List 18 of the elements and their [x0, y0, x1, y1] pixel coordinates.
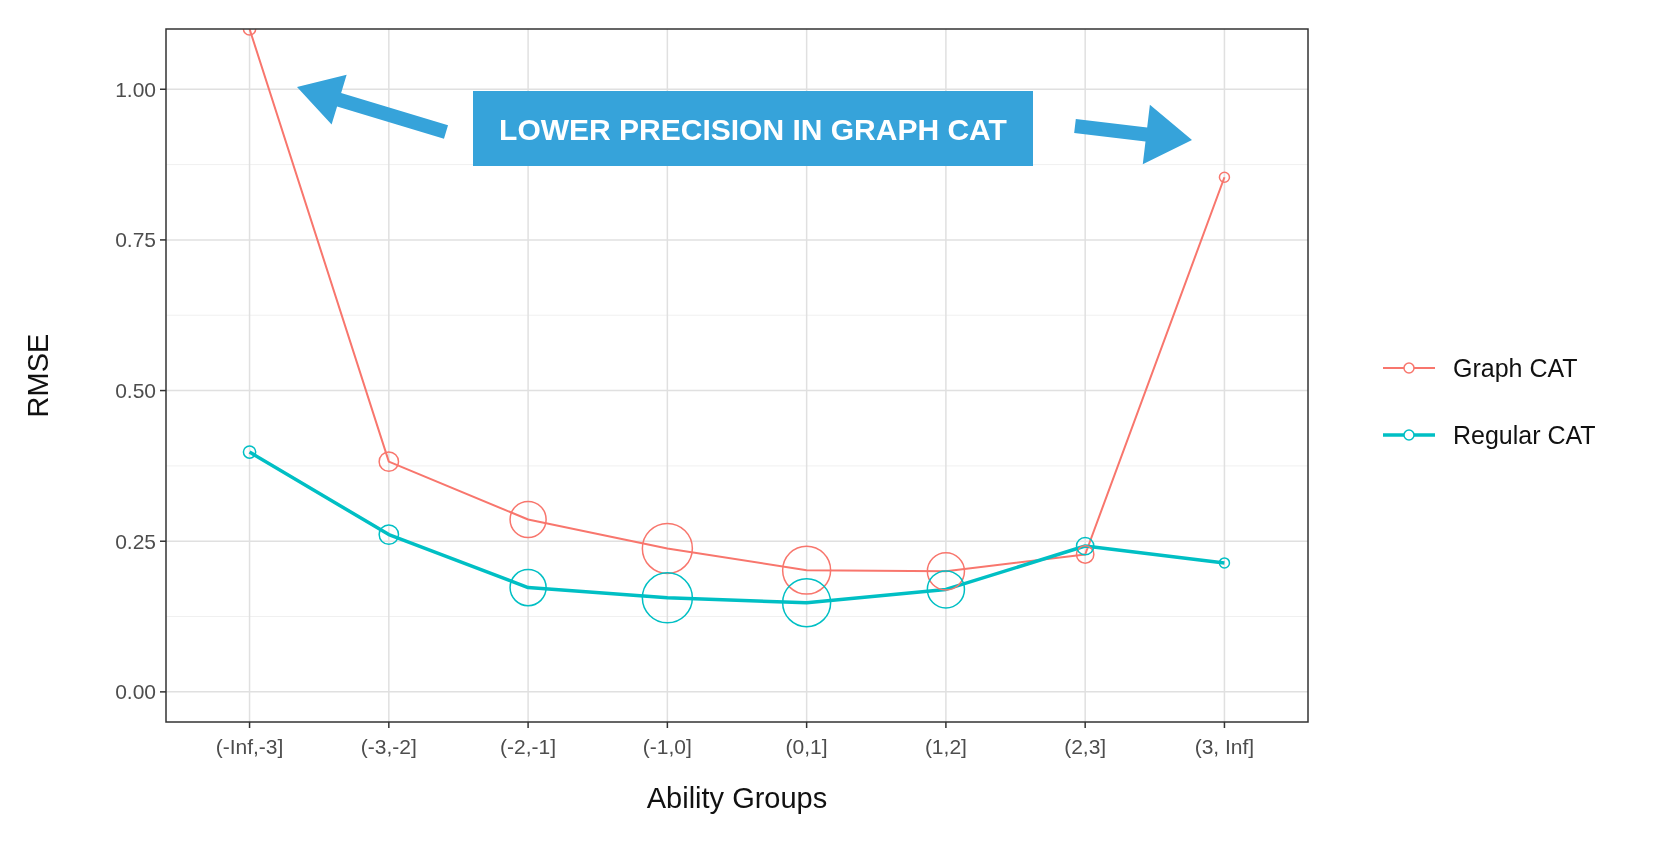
y-tick-label: 0.00 [115, 680, 156, 704]
x-tick-label: (0,1] [785, 735, 828, 758]
y-tick-label: 0.75 [115, 228, 156, 252]
y-tick-label: 0.50 [115, 378, 156, 402]
y-axis-title: RMSE [22, 333, 54, 418]
x-tick-label: (3, Inf] [1194, 735, 1255, 758]
y-tick-label: 1.00 [115, 77, 156, 101]
annotation: LOWER PRECISION IN GRAPH CAT [499, 112, 1007, 146]
x-tick-label: (-1,0] [642, 735, 692, 758]
x-tick-label: (-3,-2] [360, 735, 417, 758]
legend-label: Regular CAT [1453, 420, 1596, 449]
x-tick-label: (-2,-1] [500, 735, 557, 758]
legend-label: Graph CAT [1453, 353, 1578, 382]
x-tick-label: (-Inf,-3] [215, 735, 284, 758]
y-tick-label: 0.25 [115, 529, 156, 553]
x-tick-label: (1,2] [924, 735, 967, 758]
x-tick-label: (2,3] [1064, 735, 1107, 758]
x-axis-title: Ability Groups [646, 782, 828, 814]
